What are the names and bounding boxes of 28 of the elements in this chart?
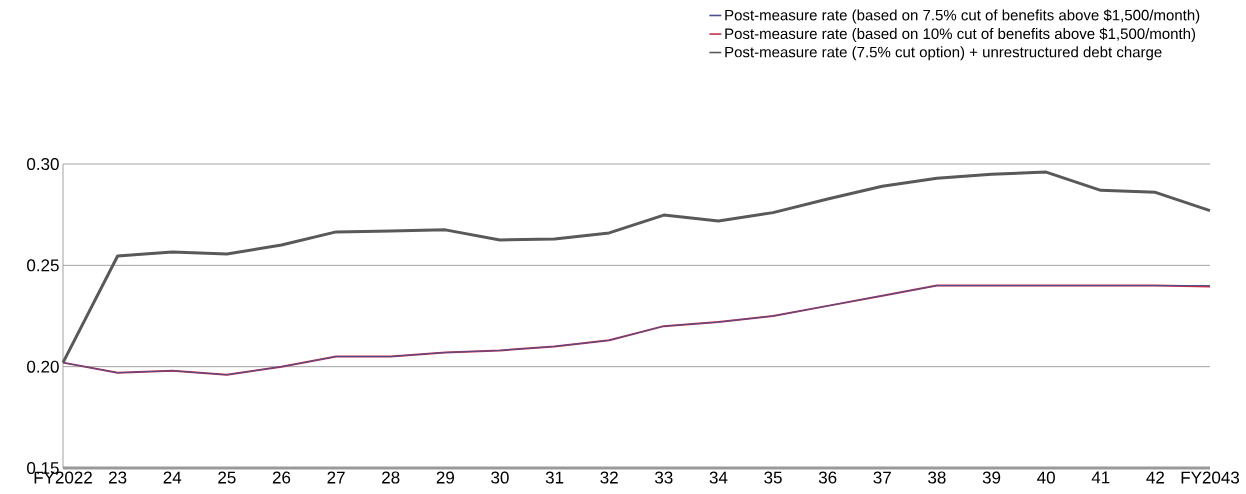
x-tick-label: 38: [928, 471, 946, 484]
legend-label: Post-measure rate (based on 10% cut of benefits above $1,500/month): [725, 27, 1196, 42]
x-tick-label: 24: [163, 471, 182, 484]
x-tick-label: 25: [218, 471, 236, 484]
y-tick-label: 0.20: [27, 360, 59, 373]
x-tick-label: 40: [1037, 471, 1055, 484]
x-tick-label: 37: [873, 471, 891, 484]
y-tick-label: 0.25: [27, 259, 59, 272]
x-tick-label: 42: [1146, 471, 1164, 484]
x-tick-label: 41: [1091, 471, 1110, 484]
x-tick-label: 27: [327, 471, 345, 484]
x-tick-label: 36: [818, 471, 837, 484]
x-tick-label: 33: [655, 471, 673, 484]
line-series: [61, 170, 1212, 365]
x-tick-label: 35: [764, 471, 782, 484]
x-tick-label: 32: [600, 471, 618, 484]
x-tick-label: 31: [545, 471, 564, 484]
x-tick-label: 23: [109, 471, 127, 484]
x-tick-label: 28: [382, 471, 400, 484]
x-tick-label: 29: [436, 471, 454, 484]
legend-label: Post-measure rate (based on 7.5% cut of benefits above $1,500/month): [725, 9, 1200, 24]
x-tick-label: 34: [709, 471, 728, 484]
x-tick-label: 26: [272, 471, 291, 484]
legend-label: Post-measure rate (7.5% cut option) + unrestructured debt charge: [725, 46, 1162, 61]
x-tick-label: FY2043: [1181, 471, 1240, 484]
x-tick-label: 30: [491, 471, 509, 484]
y-tick-label: 0.30: [27, 157, 59, 171]
x-tick-label: 39: [982, 471, 1001, 484]
